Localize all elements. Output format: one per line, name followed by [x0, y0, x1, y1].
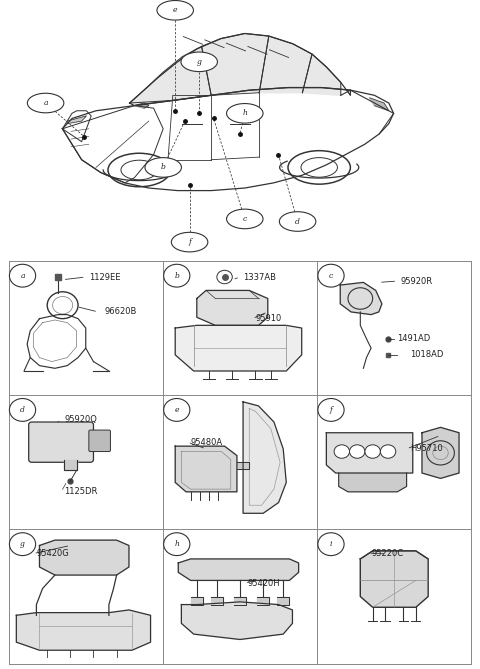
- Circle shape: [318, 533, 344, 555]
- Text: b: b: [161, 163, 166, 171]
- Text: h: h: [242, 109, 247, 117]
- Text: e: e: [175, 406, 179, 414]
- Polygon shape: [211, 597, 223, 605]
- Text: 95920R: 95920R: [400, 276, 432, 286]
- Polygon shape: [178, 559, 299, 581]
- Polygon shape: [202, 33, 269, 95]
- Polygon shape: [339, 473, 407, 492]
- Circle shape: [318, 264, 344, 287]
- Text: c: c: [243, 215, 247, 223]
- Text: 96620B: 96620B: [104, 308, 137, 316]
- Text: 1018AD: 1018AD: [409, 351, 443, 359]
- Text: f: f: [330, 406, 333, 414]
- Text: 95920Q: 95920Q: [64, 415, 97, 424]
- Circle shape: [164, 399, 190, 421]
- Circle shape: [318, 399, 344, 421]
- Polygon shape: [16, 610, 151, 650]
- Text: a: a: [43, 99, 48, 107]
- Polygon shape: [134, 103, 149, 108]
- FancyBboxPatch shape: [29, 422, 94, 462]
- Text: 95480A: 95480A: [191, 438, 223, 447]
- Text: e: e: [173, 6, 178, 14]
- Polygon shape: [422, 427, 459, 478]
- Circle shape: [10, 399, 36, 421]
- Circle shape: [145, 158, 181, 177]
- Polygon shape: [257, 597, 269, 605]
- Polygon shape: [302, 54, 341, 95]
- Text: 95910: 95910: [255, 314, 282, 323]
- Polygon shape: [243, 402, 286, 513]
- Polygon shape: [181, 602, 292, 640]
- Text: d: d: [295, 217, 300, 225]
- Circle shape: [164, 264, 190, 287]
- Circle shape: [380, 445, 396, 458]
- Circle shape: [10, 533, 36, 555]
- Text: 1129EE: 1129EE: [89, 272, 120, 282]
- Text: f: f: [188, 238, 191, 246]
- Circle shape: [279, 211, 316, 231]
- Circle shape: [227, 209, 263, 229]
- Text: 1125DR: 1125DR: [64, 487, 97, 496]
- Text: g: g: [20, 540, 25, 548]
- Circle shape: [157, 1, 193, 20]
- Polygon shape: [370, 98, 389, 111]
- Polygon shape: [234, 597, 246, 605]
- Circle shape: [10, 264, 36, 287]
- Polygon shape: [237, 462, 249, 469]
- Text: c: c: [329, 272, 333, 280]
- Text: 95220C: 95220C: [371, 549, 403, 558]
- Circle shape: [27, 93, 64, 113]
- Text: H95710: H95710: [409, 444, 443, 454]
- Circle shape: [181, 52, 217, 72]
- Polygon shape: [130, 46, 211, 103]
- Polygon shape: [340, 282, 382, 314]
- Text: a: a: [20, 272, 25, 280]
- Circle shape: [227, 104, 263, 123]
- Text: d: d: [20, 406, 25, 414]
- Text: i: i: [330, 540, 332, 548]
- Polygon shape: [326, 433, 413, 473]
- Polygon shape: [39, 540, 129, 575]
- Circle shape: [365, 445, 380, 458]
- Polygon shape: [64, 460, 76, 470]
- Circle shape: [349, 445, 365, 458]
- Polygon shape: [67, 116, 86, 124]
- Polygon shape: [175, 446, 237, 492]
- Polygon shape: [175, 325, 302, 371]
- Text: h: h: [174, 540, 179, 548]
- FancyBboxPatch shape: [89, 430, 110, 452]
- Text: 95420G: 95420G: [36, 549, 69, 558]
- Polygon shape: [191, 597, 203, 605]
- Polygon shape: [360, 551, 428, 607]
- Circle shape: [164, 533, 190, 555]
- Circle shape: [171, 232, 208, 252]
- Polygon shape: [277, 597, 289, 605]
- Polygon shape: [197, 290, 268, 325]
- Text: 95420H: 95420H: [248, 579, 280, 587]
- Circle shape: [334, 445, 349, 458]
- Polygon shape: [259, 36, 312, 93]
- Text: g: g: [197, 58, 202, 66]
- Text: b: b: [174, 272, 179, 280]
- Text: 1491AD: 1491AD: [397, 334, 431, 343]
- Text: 1337AB: 1337AB: [243, 272, 276, 282]
